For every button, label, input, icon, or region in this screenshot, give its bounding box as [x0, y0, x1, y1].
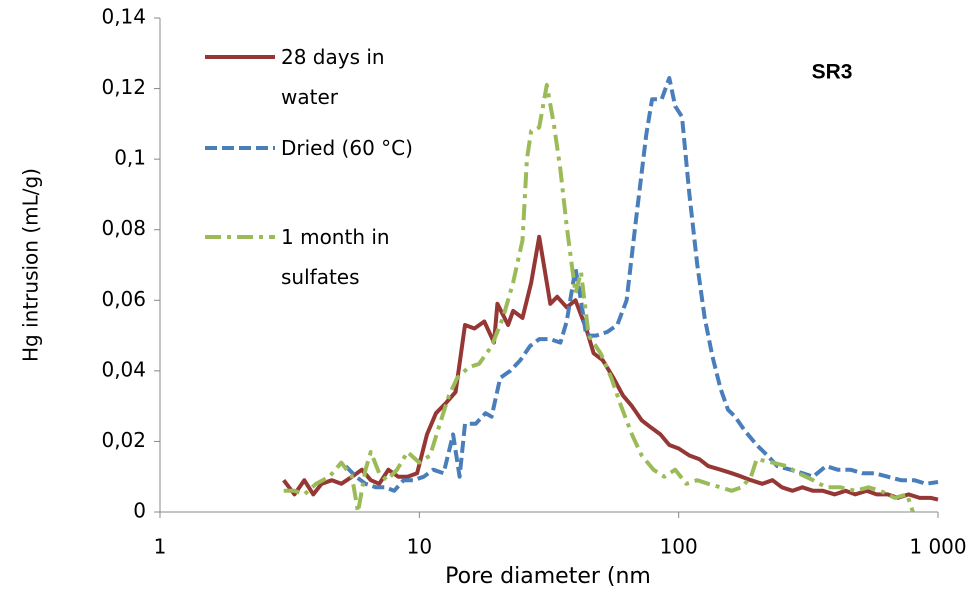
legend-label: 1 month in sulfates — [281, 225, 390, 289]
x-axis-title: Pore diameter (nm — [445, 564, 651, 589]
series-line — [344, 76, 939, 493]
y-tick-label: 0,14 — [101, 5, 146, 29]
y-tick-label: 0,1 — [114, 146, 146, 170]
y-tick-label: 0,02 — [101, 428, 146, 452]
y-tick-label: 0 — [133, 499, 146, 523]
series-line — [283, 83, 915, 514]
y-axis-title: Hg intrusion (mL/g) — [19, 168, 43, 362]
y-tick-label: 0,06 — [101, 287, 146, 311]
y-tick-label: 0,12 — [101, 75, 146, 99]
series-line — [282, 234, 939, 502]
legend-label: Dried (60 °C) — [281, 136, 413, 160]
x-tick-label: 100 — [660, 535, 698, 559]
y-tick-label: 0,04 — [101, 357, 146, 381]
annotation: SR3 — [812, 61, 853, 84]
legend-label: 28 days in water — [281, 45, 385, 109]
x-tick-label: 1 000 — [909, 535, 966, 559]
x-tick-label: 10 — [407, 535, 432, 559]
x-tick-label: 1 — [154, 535, 167, 559]
y-tick-label: 0,08 — [101, 216, 146, 240]
